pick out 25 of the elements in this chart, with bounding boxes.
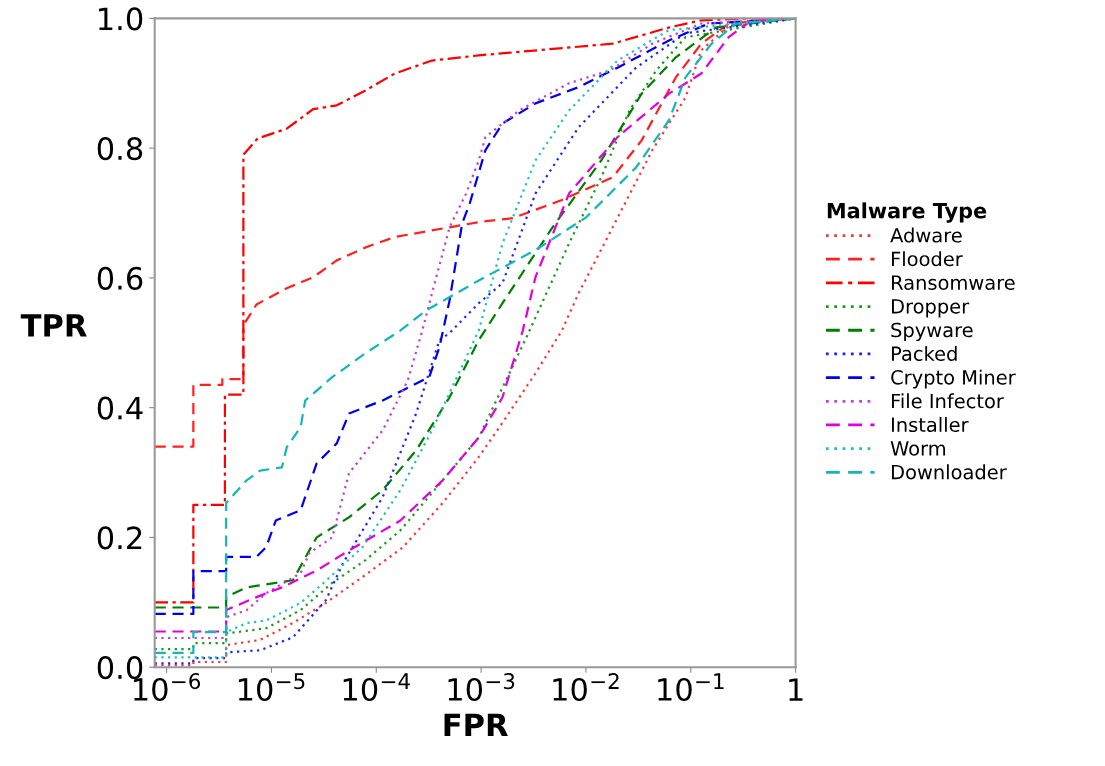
legend-label: Worm bbox=[890, 441, 946, 456]
legend-label: File Infector bbox=[891, 393, 1004, 409]
x-tick-label: 1 bbox=[789, 678, 803, 701]
y-axis-title: TPR bbox=[20, 314, 87, 337]
x-tick-label: 10$^{−3}$ bbox=[448, 673, 515, 702]
x-tick-label: 10$^{−2}$ bbox=[553, 673, 619, 702]
legend-label: Packed bbox=[891, 345, 957, 362]
y-tick-label: 1.0 bbox=[99, 7, 143, 31]
legend-label: Crypto Miner bbox=[891, 369, 1016, 389]
y-tick-label: 0.4 bbox=[97, 396, 143, 420]
legend-label: Spyware bbox=[891, 322, 973, 342]
x-tick-label: 10$^{−1}$ bbox=[658, 673, 724, 702]
y-tick-label: 0.8 bbox=[97, 137, 143, 161]
legend-title: Malware Type bbox=[827, 202, 987, 223]
x-axis-title: FPR bbox=[444, 713, 508, 736]
legend-label: Downloader bbox=[891, 464, 1007, 480]
x-tick-label: 10$^{−4}$ bbox=[343, 673, 410, 702]
legend-label: Installer bbox=[891, 417, 969, 433]
y-tick-label: 0.6 bbox=[97, 266, 143, 290]
y-tick-label: 0.2 bbox=[97, 526, 142, 550]
x-tick-label: 10$^{−5}$ bbox=[238, 673, 305, 702]
legend-label: Dropper bbox=[891, 299, 970, 318]
legend-label: Adware bbox=[890, 227, 962, 243]
legend-label: Flooder bbox=[891, 251, 963, 267]
legend-label: Ransomware bbox=[891, 275, 1015, 290]
